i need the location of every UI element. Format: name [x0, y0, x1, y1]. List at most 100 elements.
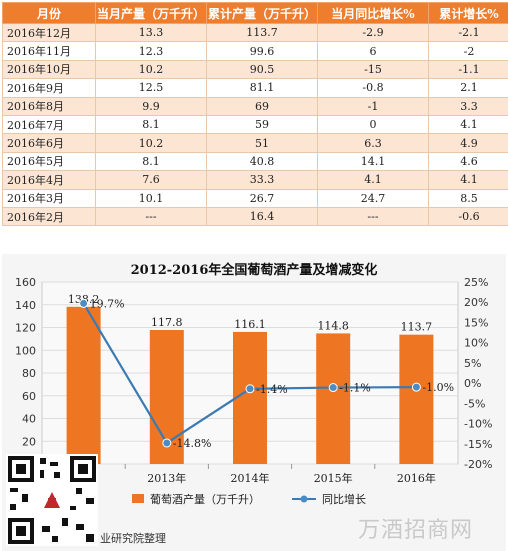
- table-cell: 10.1: [95, 188, 207, 208]
- bar: [233, 331, 267, 464]
- table-cell: 2016年6月: [2, 133, 96, 153]
- table-cell: 81.1: [206, 78, 318, 98]
- table-cell: 2016年5月: [2, 151, 96, 172]
- wine-production-chart: 2012-2016年全国葡萄酒产量及增减变化020406080100120140…: [2, 254, 506, 551]
- table-cell: 7.6: [95, 170, 207, 190]
- column-header: 累计产量（万千升）: [206, 2, 318, 24]
- column-header: 累计增长%: [428, 2, 508, 24]
- table-row: 2016年12月 13.3 113.7 -2.9 -2.1: [2, 22, 508, 43]
- table-cell: 14.1: [317, 151, 429, 172]
- legend-line-marker: [300, 495, 308, 503]
- table-cell: 40.8: [206, 151, 318, 172]
- y-right-tick-label: -20%: [464, 458, 492, 471]
- qr-code-image: [6, 454, 98, 546]
- table-row: 2016年5月 8.1 40.8 14.1 4.6: [2, 151, 508, 172]
- table-cell: 8.5: [428, 188, 508, 208]
- table-row: 2016年8月 9.9 69 -1 3.3: [2, 96, 508, 116]
- y-right-tick-label: -10%: [464, 418, 492, 431]
- y-right-tick-label: 20%: [464, 296, 488, 309]
- table-cell: -2.9: [317, 22, 429, 43]
- table-cell: 2016年4月: [2, 170, 96, 190]
- table-cell: 2016年8月: [2, 96, 96, 116]
- table-row: 2016年7月 8.1 59 0 4.1: [2, 114, 508, 135]
- bar-value-label: 117.8: [151, 316, 183, 329]
- table-cell: 16.4: [206, 206, 318, 227]
- line-point: [411, 382, 421, 392]
- table-cell: 99.6: [206, 41, 318, 61]
- x-tick-label: 2016年: [397, 471, 436, 485]
- y-left-tick-label: 100: [15, 344, 36, 357]
- y-left-tick-label: 40: [22, 413, 36, 426]
- table-cell: 8.1: [95, 114, 207, 135]
- table-cell: 33.3: [206, 170, 318, 190]
- bar-value-label: 113.7: [401, 321, 433, 334]
- table-cell: -1.1: [428, 59, 508, 80]
- legend-line-label: 同比增长: [322, 492, 366, 506]
- y-left-tick-label: 80: [22, 367, 36, 380]
- table-cell: -2: [428, 41, 508, 61]
- table-cell: 26.7: [206, 188, 318, 208]
- chart-panel: 2012-2016年全国葡萄酒产量及增减变化020406080100120140…: [2, 254, 506, 551]
- y-right-tick-label: 15%: [464, 316, 488, 329]
- table-cell: -1: [317, 96, 429, 116]
- table-cell: 4.1: [317, 170, 429, 190]
- table-cell: 13.3: [95, 22, 207, 43]
- table-row: 2016年4月 7.6 33.3 4.1 4.1: [2, 170, 508, 190]
- line-value-label: -1.4%: [256, 383, 288, 396]
- table-cell: 4.9: [428, 133, 508, 153]
- line-point: [328, 383, 338, 393]
- line-point: [79, 298, 89, 308]
- table-row: 2016年11月 12.3 99.6 6 -2: [2, 41, 508, 61]
- table-cell: 12.3: [95, 41, 207, 61]
- y-right-tick-label: 25%: [464, 276, 488, 289]
- table-cell: 6.3: [317, 133, 429, 153]
- y-right-tick-label: 0%: [464, 377, 481, 390]
- table-cell: 2016年10月: [2, 59, 96, 80]
- table-cell: -0.6: [428, 206, 508, 227]
- y-right-tick-label: -5%: [464, 397, 485, 410]
- line-value-label: 19.7%: [90, 297, 125, 310]
- y-left-tick-label: 120: [15, 322, 36, 335]
- chart-title: 2012-2016年全国葡萄酒产量及增减变化: [131, 262, 378, 278]
- bar: [399, 334, 434, 464]
- table-cell: 2016年3月: [2, 188, 96, 208]
- table-cell: 8.1: [95, 151, 207, 172]
- table-cell: 10.2: [95, 59, 207, 80]
- bar: [66, 306, 101, 464]
- table-cell: -2.1: [428, 22, 508, 43]
- bar: [316, 333, 351, 464]
- table-cell: 2016年11月: [2, 41, 96, 61]
- table-cell: 113.7: [206, 22, 318, 43]
- source-credit: 业研究院整理: [100, 532, 166, 545]
- brand-watermark: 万酒招商网: [358, 518, 474, 543]
- x-tick-label: 2014年: [231, 471, 270, 485]
- table-cell: 12.5: [95, 78, 207, 98]
- table-row: 2016年10月 10.2 90.5 -15 -1.1: [2, 59, 508, 80]
- table-cell: 2016年7月: [2, 114, 96, 135]
- y-right-tick-label: 5%: [464, 357, 481, 370]
- table-cell: 4.6: [428, 151, 508, 172]
- line-point: [162, 438, 172, 448]
- table-cell: ---: [317, 206, 429, 227]
- table-cell: 2016年2月: [2, 206, 96, 227]
- table-cell: 3.3: [428, 96, 508, 116]
- y-left-tick-label: 160: [15, 276, 36, 289]
- table-cell: 6: [317, 41, 429, 61]
- column-header: 当月产量（万千升）: [95, 2, 207, 24]
- table-row: 2016年6月 10.2 51 6.3 4.9: [2, 133, 508, 153]
- legend-bar-label: 葡萄酒产量（万千升）: [150, 492, 260, 506]
- table-cell: 2016年12月: [2, 22, 96, 43]
- line-value-label: -1.0%: [422, 381, 454, 394]
- y-right-tick-label: -15%: [464, 438, 492, 451]
- y-left-tick-label: 60: [22, 390, 36, 403]
- table-cell: 24.7: [317, 188, 429, 208]
- y-right-tick-label: 10%: [464, 337, 488, 350]
- table-cell: 69: [206, 96, 318, 116]
- table-cell: 4.1: [428, 170, 508, 190]
- x-tick-label: 2015年: [314, 471, 353, 485]
- table-cell: 9.9: [95, 96, 207, 116]
- table-row: 2016年3月 10.1 26.7 24.7 8.5: [2, 188, 508, 208]
- table-cell: 10.2: [95, 133, 207, 153]
- x-tick-label: 2013年: [147, 471, 186, 485]
- bar-value-label: 114.8: [317, 319, 349, 332]
